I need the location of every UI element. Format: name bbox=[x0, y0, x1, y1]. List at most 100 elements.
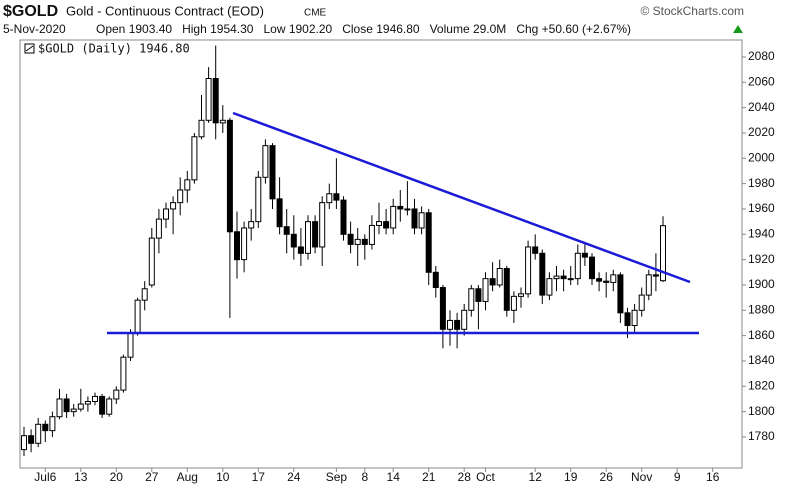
candle-body bbox=[49, 416, 56, 432]
y-tick-label: 1880 bbox=[748, 302, 775, 316]
symbol: $GOLD bbox=[3, 3, 58, 20]
x-tick-label: Jul6 bbox=[34, 470, 56, 484]
candle-body bbox=[70, 408, 77, 413]
x-tick-label: 26 bbox=[600, 470, 614, 484]
y-tick-label: 1800 bbox=[748, 404, 775, 418]
x-tick-label: Nov bbox=[631, 470, 652, 484]
candle-body bbox=[170, 202, 177, 210]
candle-body bbox=[134, 299, 141, 334]
quote-date: 5-Nov-2020 bbox=[3, 22, 66, 36]
candle-body bbox=[212, 78, 219, 124]
candle-body bbox=[468, 288, 475, 311]
candle-body bbox=[411, 208, 418, 229]
quote-stats: Open 1903.40 High 1954.30 Low 1902.20 Close… bbox=[96, 22, 631, 36]
candle-body bbox=[283, 226, 290, 235]
candle-body bbox=[645, 274, 652, 296]
candle-body bbox=[340, 199, 347, 235]
candle-body bbox=[574, 252, 581, 280]
candle-body bbox=[77, 403, 84, 410]
candle-body bbox=[553, 275, 560, 280]
candle-body bbox=[361, 238, 368, 245]
candle-body bbox=[589, 256, 595, 280]
y-tick-label: 1900 bbox=[748, 277, 775, 291]
candle-body bbox=[326, 193, 333, 204]
quote-stat: Chg +50.60 (+2.67%) bbox=[516, 22, 631, 36]
candle-body bbox=[262, 145, 269, 178]
candle-body bbox=[603, 280, 610, 283]
candle-body bbox=[198, 119, 205, 138]
candle-body bbox=[489, 278, 496, 286]
candle-body bbox=[269, 145, 276, 200]
candle-body bbox=[163, 208, 169, 220]
candle-body bbox=[155, 218, 162, 239]
candle-body bbox=[276, 198, 283, 228]
candle-body bbox=[141, 288, 148, 301]
candle-body bbox=[617, 274, 624, 314]
candle-body bbox=[532, 246, 539, 254]
y-tick-label: 2080 bbox=[748, 49, 775, 63]
quote-stat: Open 1903.40 bbox=[96, 22, 172, 36]
candle-body bbox=[439, 287, 446, 330]
candle-body bbox=[432, 271, 439, 289]
y-tick-label: 2060 bbox=[748, 74, 775, 88]
candle-body bbox=[205, 78, 212, 121]
x-tick-label: 9 bbox=[674, 470, 681, 484]
copyright: © StockCharts.com bbox=[640, 4, 744, 18]
candle-body bbox=[461, 309, 468, 330]
x-tick-label: 14 bbox=[387, 470, 401, 484]
candle-body bbox=[184, 179, 191, 191]
quote-stat: Close 1946.80 bbox=[342, 22, 420, 36]
candle-body bbox=[92, 395, 98, 403]
exchange: CME bbox=[304, 8, 327, 19]
candle-body bbox=[127, 332, 134, 358]
x-tick-label: Aug bbox=[177, 470, 198, 484]
candle-body bbox=[241, 227, 248, 261]
x-tick-label: Oct bbox=[476, 470, 495, 484]
plot-frame bbox=[19, 39, 743, 469]
candle-body bbox=[368, 224, 375, 245]
x-tick-label: 27 bbox=[145, 470, 159, 484]
candle-body bbox=[596, 278, 603, 282]
x-tick-label: 8 bbox=[361, 470, 368, 484]
candle-body bbox=[560, 275, 567, 280]
quote-stat: High 1954.30 bbox=[182, 22, 254, 36]
candle-body bbox=[454, 319, 461, 330]
candle-body bbox=[660, 225, 666, 282]
candle-body bbox=[312, 221, 319, 248]
x-tick-label: 28 bbox=[458, 470, 472, 484]
y-tick-label: 1920 bbox=[748, 252, 775, 266]
candle-body bbox=[652, 274, 659, 277]
x-tick-label: 19 bbox=[564, 470, 578, 484]
candle-body bbox=[503, 268, 510, 311]
y-tick-label: 2000 bbox=[748, 150, 775, 164]
y-tick-label: 1820 bbox=[748, 378, 775, 392]
candle-body bbox=[475, 288, 482, 302]
candle-body bbox=[397, 205, 404, 210]
candle-body bbox=[390, 205, 397, 229]
candle-body bbox=[518, 293, 524, 297]
candle-body bbox=[148, 237, 155, 286]
candle-body bbox=[510, 295, 517, 311]
candle-body bbox=[28, 435, 35, 444]
candle-body bbox=[290, 233, 297, 248]
candle-body bbox=[99, 395, 106, 415]
candle-body bbox=[319, 202, 326, 248]
candle-body bbox=[113, 389, 120, 400]
candle-body bbox=[567, 278, 574, 281]
y-tick-label: 1960 bbox=[748, 201, 775, 215]
candle-body bbox=[84, 401, 91, 405]
legend-icon bbox=[25, 45, 34, 52]
candle-body bbox=[383, 221, 390, 229]
candle-body bbox=[496, 268, 503, 286]
x-tick-label: 12 bbox=[529, 470, 543, 484]
candle-body bbox=[482, 278, 489, 302]
candle-body bbox=[447, 319, 453, 330]
candle-body bbox=[624, 312, 631, 327]
candle-body bbox=[581, 252, 588, 258]
up-arrow bbox=[733, 25, 743, 33]
y-tick-label: 1860 bbox=[748, 328, 775, 342]
candle-body bbox=[63, 398, 70, 413]
resistance-trendline bbox=[232, 111, 691, 284]
candle-body bbox=[219, 119, 226, 124]
